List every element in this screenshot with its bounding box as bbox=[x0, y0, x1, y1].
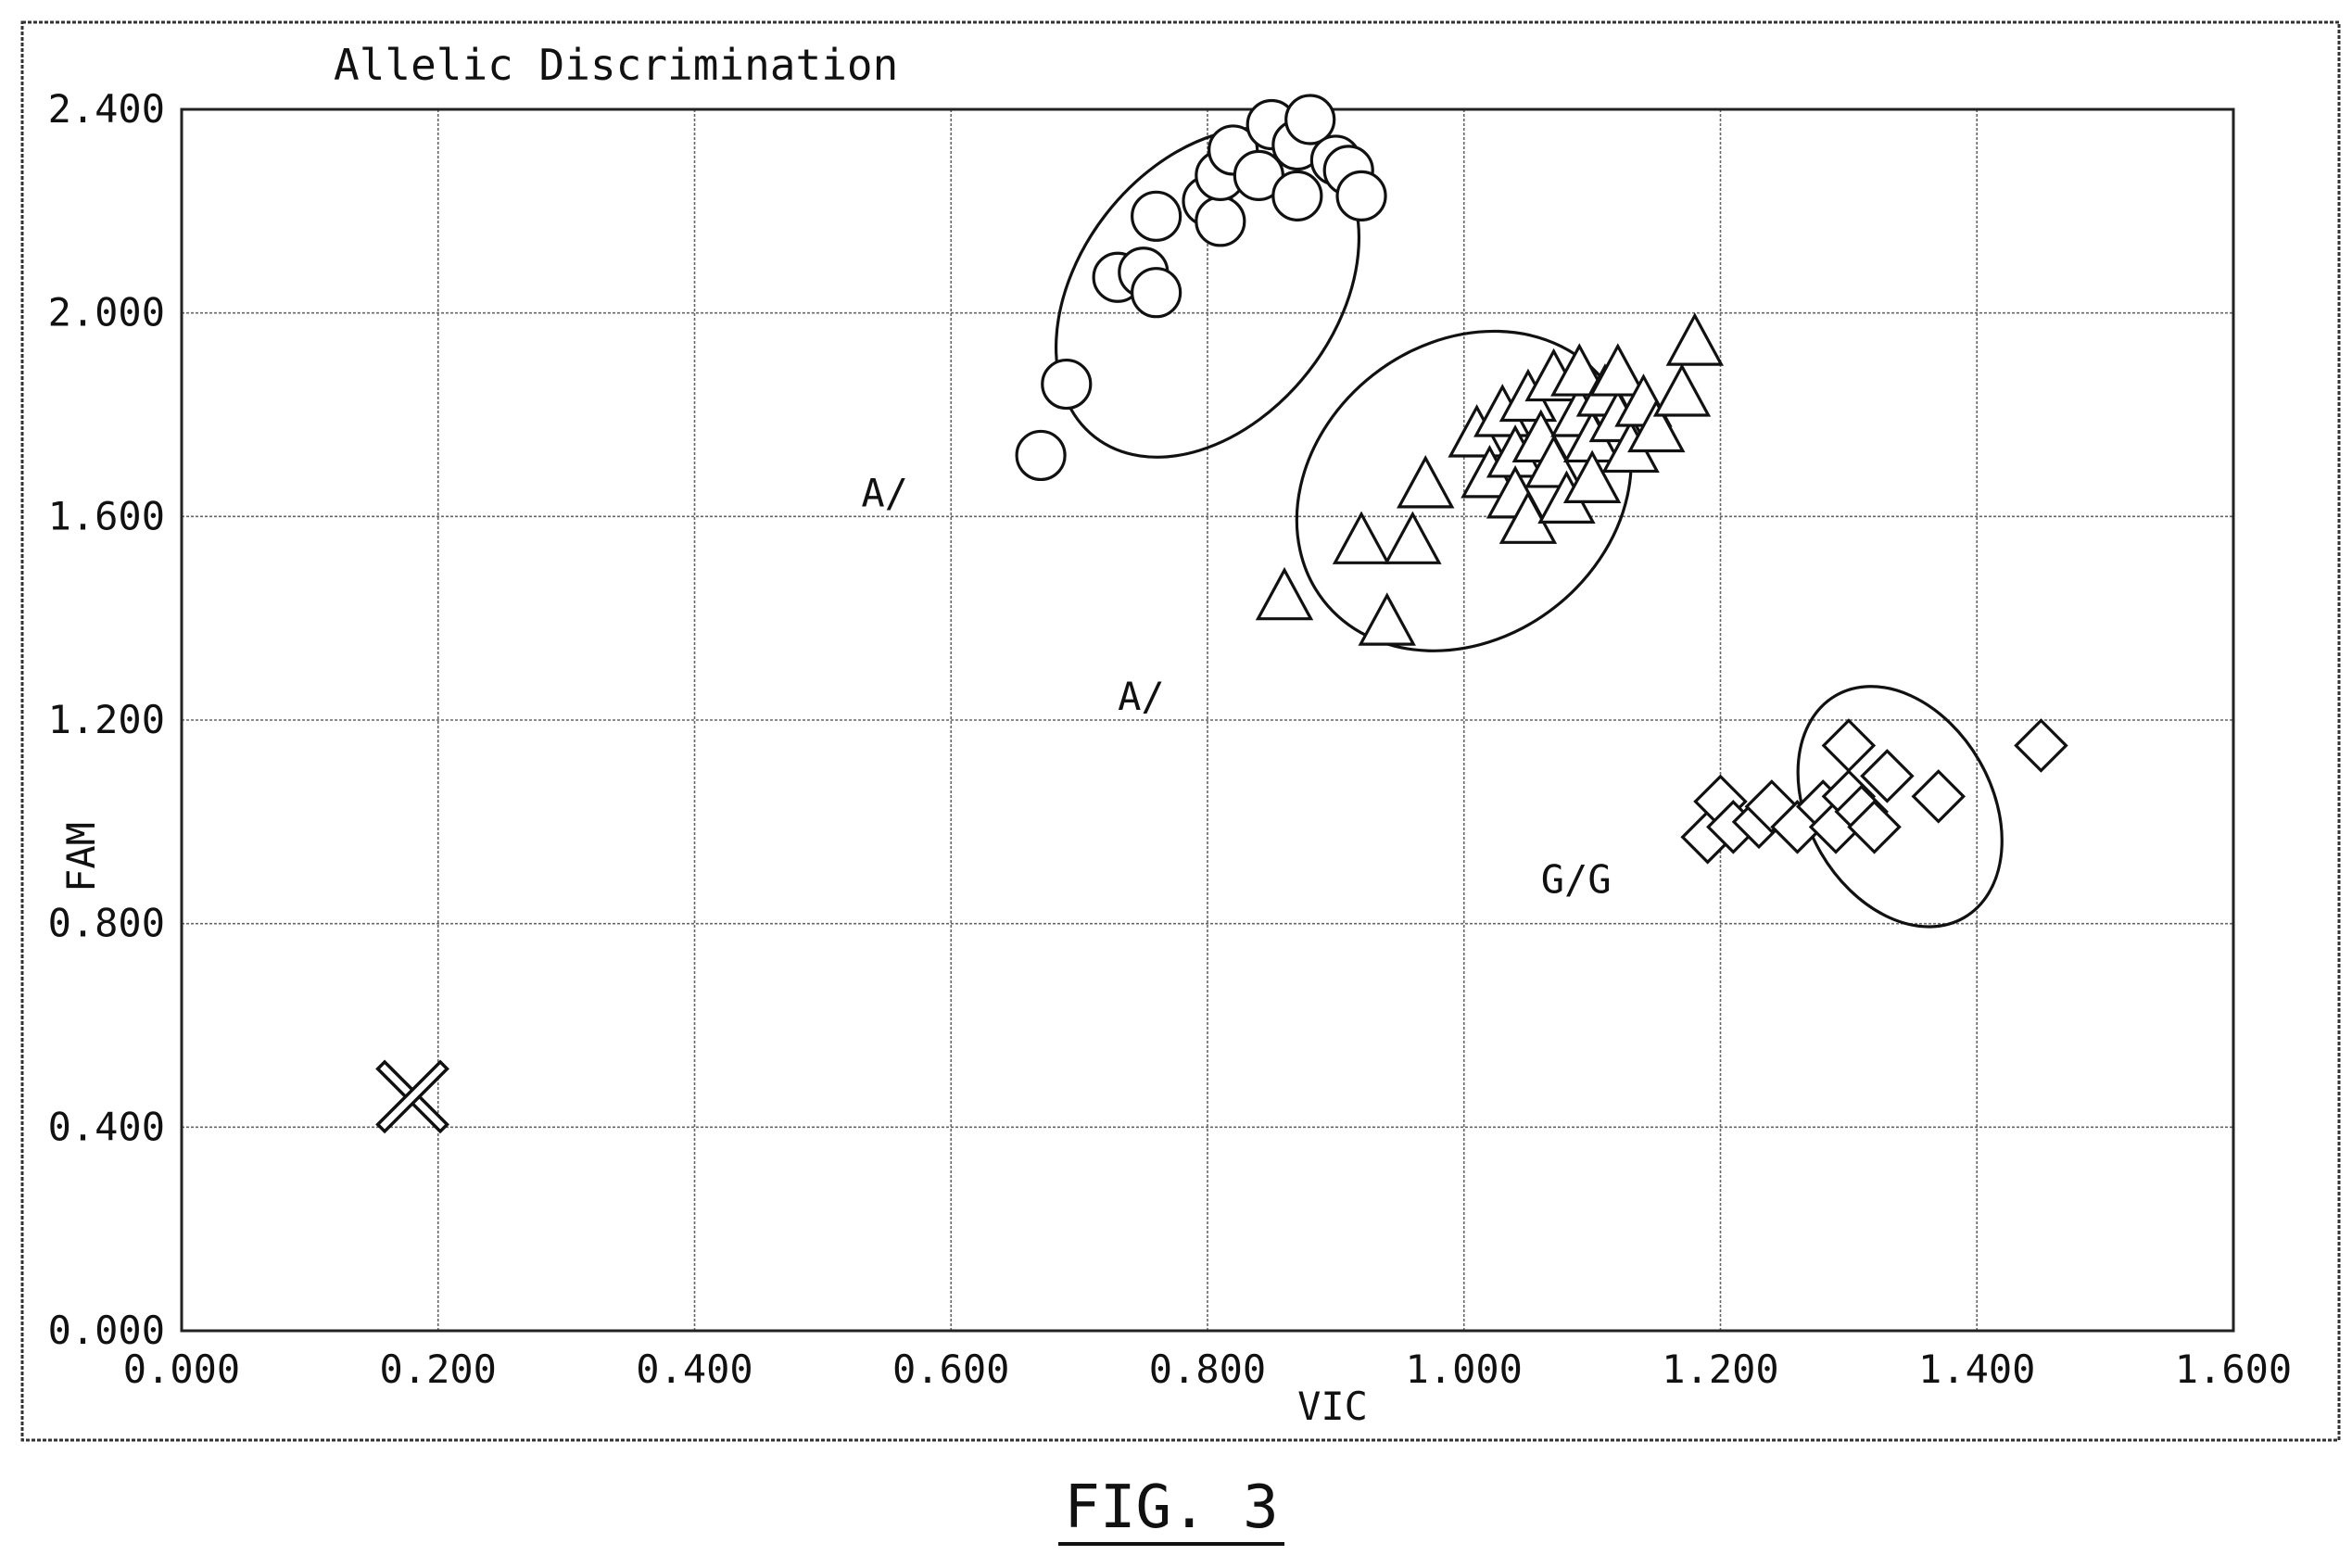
data-point-diamond bbox=[1847, 800, 1902, 854]
data-point-circle bbox=[1271, 170, 1323, 221]
y-axis-label: FAM bbox=[58, 822, 104, 892]
y-tick-label: 2.000 bbox=[48, 290, 165, 335]
data-point-triangle bbox=[1665, 312, 1725, 366]
data-point-triangle bbox=[1358, 592, 1416, 646]
data-point-x bbox=[375, 1059, 449, 1134]
x-tick-label: 0.200 bbox=[380, 1347, 497, 1392]
data-point-triangle bbox=[1332, 511, 1391, 564]
data-point-circle bbox=[1041, 358, 1093, 411]
cluster-label: A/ bbox=[861, 470, 908, 515]
x-tick-label: 0.400 bbox=[636, 1347, 752, 1392]
data-point-triangle bbox=[1397, 455, 1455, 509]
data-point-triangle bbox=[1550, 343, 1609, 397]
x-tick-label: 0.000 bbox=[123, 1347, 240, 1392]
data-point-circle bbox=[1131, 190, 1182, 242]
x-tick-label: 1.600 bbox=[2175, 1347, 2292, 1392]
y-tick-label: 2.400 bbox=[48, 86, 165, 132]
grid bbox=[182, 109, 2233, 1331]
figure-label: FIG. 3 bbox=[1064, 1473, 1278, 1542]
data-point-circle bbox=[1284, 94, 1336, 145]
cluster-ellipse bbox=[1796, 685, 2004, 929]
data-point-triangle bbox=[1384, 511, 1442, 564]
cluster-label: G/G bbox=[1541, 857, 1612, 903]
data-point-triangle bbox=[1627, 398, 1686, 453]
x-tick-label: 0.600 bbox=[892, 1347, 1009, 1392]
data-point-circle bbox=[1195, 196, 1246, 247]
cluster-labels: A/A/G/G bbox=[861, 470, 1611, 902]
data-point-diamond bbox=[1911, 769, 1966, 824]
plot-area bbox=[180, 107, 2235, 1333]
chart-title: Allelic Discrimination bbox=[334, 40, 898, 90]
data-point-diamond bbox=[1860, 749, 1915, 803]
cluster-label: A/ bbox=[1118, 674, 1165, 719]
data-point-diamond bbox=[1821, 718, 1877, 773]
figure-frame bbox=[20, 20, 2341, 1442]
x-tick-label: 0.800 bbox=[1149, 1347, 1266, 1392]
x-tick-label: 1.000 bbox=[1406, 1347, 1523, 1392]
y-tick-label: 0.400 bbox=[48, 1104, 165, 1149]
data-point-triangle bbox=[1562, 449, 1622, 503]
data-point-circle bbox=[1131, 267, 1182, 319]
y-tick-label: 0.000 bbox=[48, 1308, 165, 1353]
data-point-diamond bbox=[2014, 718, 2068, 773]
x-tick-label: 1.400 bbox=[1918, 1347, 2035, 1392]
x-tick-label: 1.200 bbox=[1662, 1347, 1778, 1392]
data-point-triangle bbox=[1255, 566, 1314, 621]
data-points bbox=[375, 94, 2068, 1134]
x-axis-label: VIC bbox=[1297, 1384, 1368, 1429]
data-point-triangle bbox=[1588, 343, 1647, 397]
y-tick-label: 0.800 bbox=[48, 901, 165, 946]
y-tick-label: 1.600 bbox=[48, 493, 165, 538]
y-tick-label: 1.200 bbox=[48, 697, 165, 742]
data-point-triangle bbox=[1652, 363, 1712, 417]
data-point-circle bbox=[1015, 429, 1067, 482]
data-point-circle bbox=[1335, 170, 1387, 221]
y-axis-ticks: 0.000 0.400 0.800 1.200 1.600 2.000 2.400 bbox=[48, 86, 165, 1353]
x-axis-ticks: 0.000 0.200 0.400 0.600 0.800 1.000 1.200 1.400… bbox=[123, 1347, 2292, 1392]
